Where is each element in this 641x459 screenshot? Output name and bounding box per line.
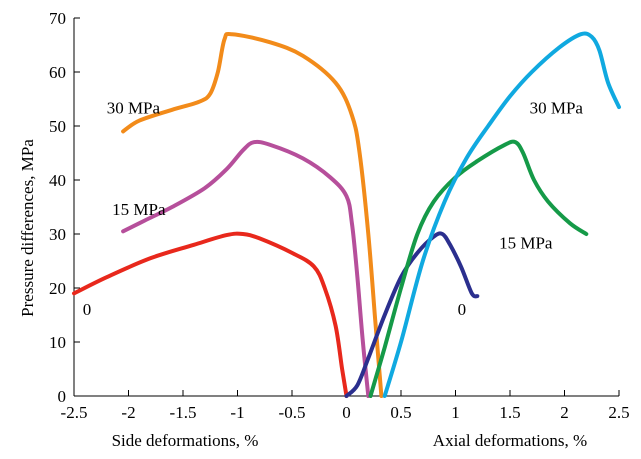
annotation-layer: 30 MPa 15 MPa 0 30 MPa 15 MPa 0	[83, 99, 584, 319]
x-axis-label-right: Axial deformations, %	[433, 431, 587, 450]
x-tick-label: -2	[121, 403, 135, 422]
series-annotation: 15 MPa	[499, 234, 553, 253]
series-line	[121, 31, 384, 398]
series-annotation: 30 MPa	[107, 99, 161, 118]
x-ticks: -2.5 -2 -1.5 -1 -0.5 0 0.5 1 1.5 2 2.5	[61, 390, 630, 422]
y-axis-label: Pressure differences, MPa	[18, 139, 37, 317]
series-annotation: 15 MPa	[112, 200, 166, 219]
series-layer	[72, 31, 621, 398]
series-annotation: 30 MPa	[530, 99, 584, 118]
x-axis-label-left: Side deformations, %	[112, 431, 259, 450]
series-line	[368, 139, 589, 398]
y-ticks: 0 10 20 30 40 50 60 70	[49, 9, 80, 406]
series-line	[382, 31, 621, 398]
series-annotation: 0	[458, 300, 467, 319]
series-line	[344, 231, 480, 398]
series-annotation: 0	[83, 300, 92, 319]
y-tick-label: 0	[58, 387, 67, 406]
x-tick-label: 2.5	[608, 403, 629, 422]
x-tick-label: 2	[560, 403, 569, 422]
y-tick-label: 10	[49, 333, 66, 352]
x-tick-label: -2.5	[61, 403, 88, 422]
x-tick-label: -0.5	[279, 403, 306, 422]
y-tick-label: 60	[49, 63, 66, 82]
x-tick-label: 1	[451, 403, 460, 422]
y-tick-label: 20	[49, 279, 66, 298]
x-tick-label: 0	[342, 403, 351, 422]
y-tick-label: 40	[49, 171, 66, 190]
x-tick-label: 1.5	[499, 403, 520, 422]
y-tick-label: 50	[49, 117, 66, 136]
x-tick-label: 0.5	[390, 403, 411, 422]
y-tick-label: 70	[49, 9, 66, 28]
x-tick-label: -1	[230, 403, 244, 422]
x-tick-label: -1.5	[170, 403, 197, 422]
y-tick-label: 30	[49, 225, 66, 244]
series-line	[121, 139, 371, 398]
series-line	[72, 231, 349, 398]
